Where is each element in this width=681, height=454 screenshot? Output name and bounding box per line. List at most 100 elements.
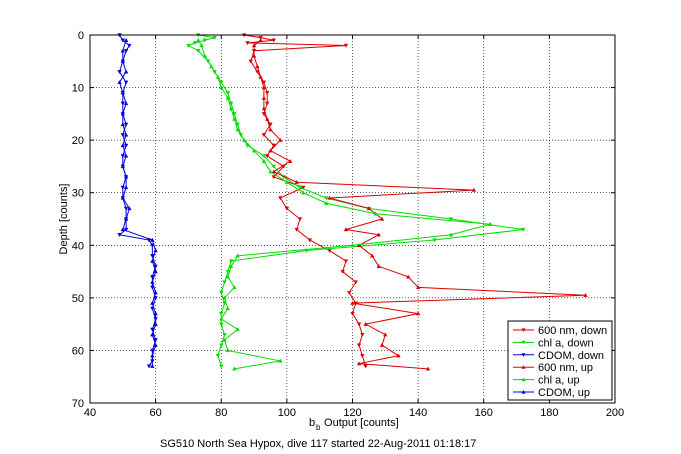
data-point <box>448 217 454 222</box>
legend-item: chl a, up <box>513 375 580 387</box>
data-point <box>324 200 329 205</box>
data-point <box>123 206 129 211</box>
data-point <box>192 41 198 46</box>
data-point <box>150 243 155 248</box>
data-point <box>271 164 276 169</box>
data-point <box>327 195 332 200</box>
data-point <box>284 206 290 211</box>
data-point <box>268 148 273 153</box>
data-point <box>212 35 217 40</box>
data-point <box>225 269 231 274</box>
data-point <box>448 232 454 237</box>
data-point <box>215 74 221 79</box>
legend-item: 600 nm, down <box>513 325 607 337</box>
data-point <box>261 112 267 117</box>
data-point <box>150 363 155 368</box>
data-point <box>294 227 299 232</box>
data-point <box>488 221 493 226</box>
data-point <box>123 227 129 232</box>
data-point <box>120 195 126 200</box>
data-point <box>150 332 155 337</box>
data-point <box>219 80 224 85</box>
data-point <box>153 296 158 301</box>
data-point <box>219 364 224 369</box>
data-point <box>376 232 381 237</box>
data-point <box>120 58 126 63</box>
data-point <box>261 133 267 138</box>
data-point <box>350 242 355 247</box>
x-tick-label: 80 <box>215 407 227 419</box>
y-tick-label: 60 <box>72 345 84 357</box>
legend-swatch-marker <box>521 328 526 332</box>
legend-label: chl a, down <box>538 337 594 349</box>
data-point <box>225 95 231 100</box>
data-point <box>520 227 526 232</box>
data-point <box>146 364 152 369</box>
data-point <box>232 366 237 371</box>
data-point <box>120 90 126 95</box>
data-point <box>222 332 227 337</box>
series-600-nm-down <box>241 33 368 369</box>
data-point <box>261 80 267 85</box>
data-point <box>153 311 158 316</box>
data-point <box>120 101 126 106</box>
legend-swatch-marker <box>521 340 526 345</box>
data-point <box>258 74 263 79</box>
data-point <box>278 137 283 142</box>
data-point <box>261 85 267 90</box>
legend-item: 600 nm, up <box>513 362 593 374</box>
data-point <box>150 254 155 259</box>
data-point <box>120 133 126 138</box>
data-point <box>186 43 191 48</box>
data-point <box>264 101 270 106</box>
figure-caption: SG510 North Sea Hypox, dive 117 started … <box>160 438 476 450</box>
data-point <box>356 343 362 348</box>
data-point <box>268 169 273 174</box>
data-point <box>258 37 263 42</box>
data-point <box>196 37 201 42</box>
series-line <box>197 39 491 370</box>
y-tick-label: 40 <box>72 240 84 252</box>
data-point <box>271 175 276 180</box>
data-point <box>123 37 129 42</box>
data-point <box>222 337 227 342</box>
data-point <box>271 38 276 43</box>
data-point <box>150 306 155 311</box>
data-point <box>153 342 158 347</box>
y-axis-label: Depth [counts] <box>58 184 70 255</box>
data-point <box>120 122 126 127</box>
legend-swatch-marker <box>521 353 526 357</box>
data-point <box>199 43 204 48</box>
data-point <box>235 327 240 332</box>
legend-label: CDOM, up <box>538 387 590 399</box>
data-point <box>251 148 257 153</box>
legend-label: 600 nm, up <box>538 362 593 374</box>
data-point <box>432 238 437 243</box>
data-point <box>343 43 349 48</box>
data-point <box>379 216 385 221</box>
data-point <box>150 353 155 358</box>
data-point <box>120 111 126 116</box>
data-point <box>150 300 155 305</box>
data-point <box>264 154 270 159</box>
data-point <box>120 38 126 43</box>
data-point <box>471 187 477 192</box>
data-point <box>232 116 237 121</box>
data-point <box>363 364 368 369</box>
data-point <box>360 353 365 359</box>
data-point <box>219 311 224 316</box>
data-point <box>307 238 313 243</box>
data-point <box>209 64 214 69</box>
data-point <box>228 259 234 264</box>
legend-swatch-marker <box>521 377 526 382</box>
series-600-nm-up <box>251 37 588 371</box>
data-point <box>196 49 201 54</box>
data-point <box>219 322 224 327</box>
data-point <box>123 80 129 85</box>
data-point <box>123 132 129 137</box>
data-point <box>117 70 122 75</box>
data-point <box>127 206 132 211</box>
data-point <box>222 280 227 285</box>
data-point <box>120 227 126 232</box>
x-tick-label: 160 <box>475 407 493 419</box>
